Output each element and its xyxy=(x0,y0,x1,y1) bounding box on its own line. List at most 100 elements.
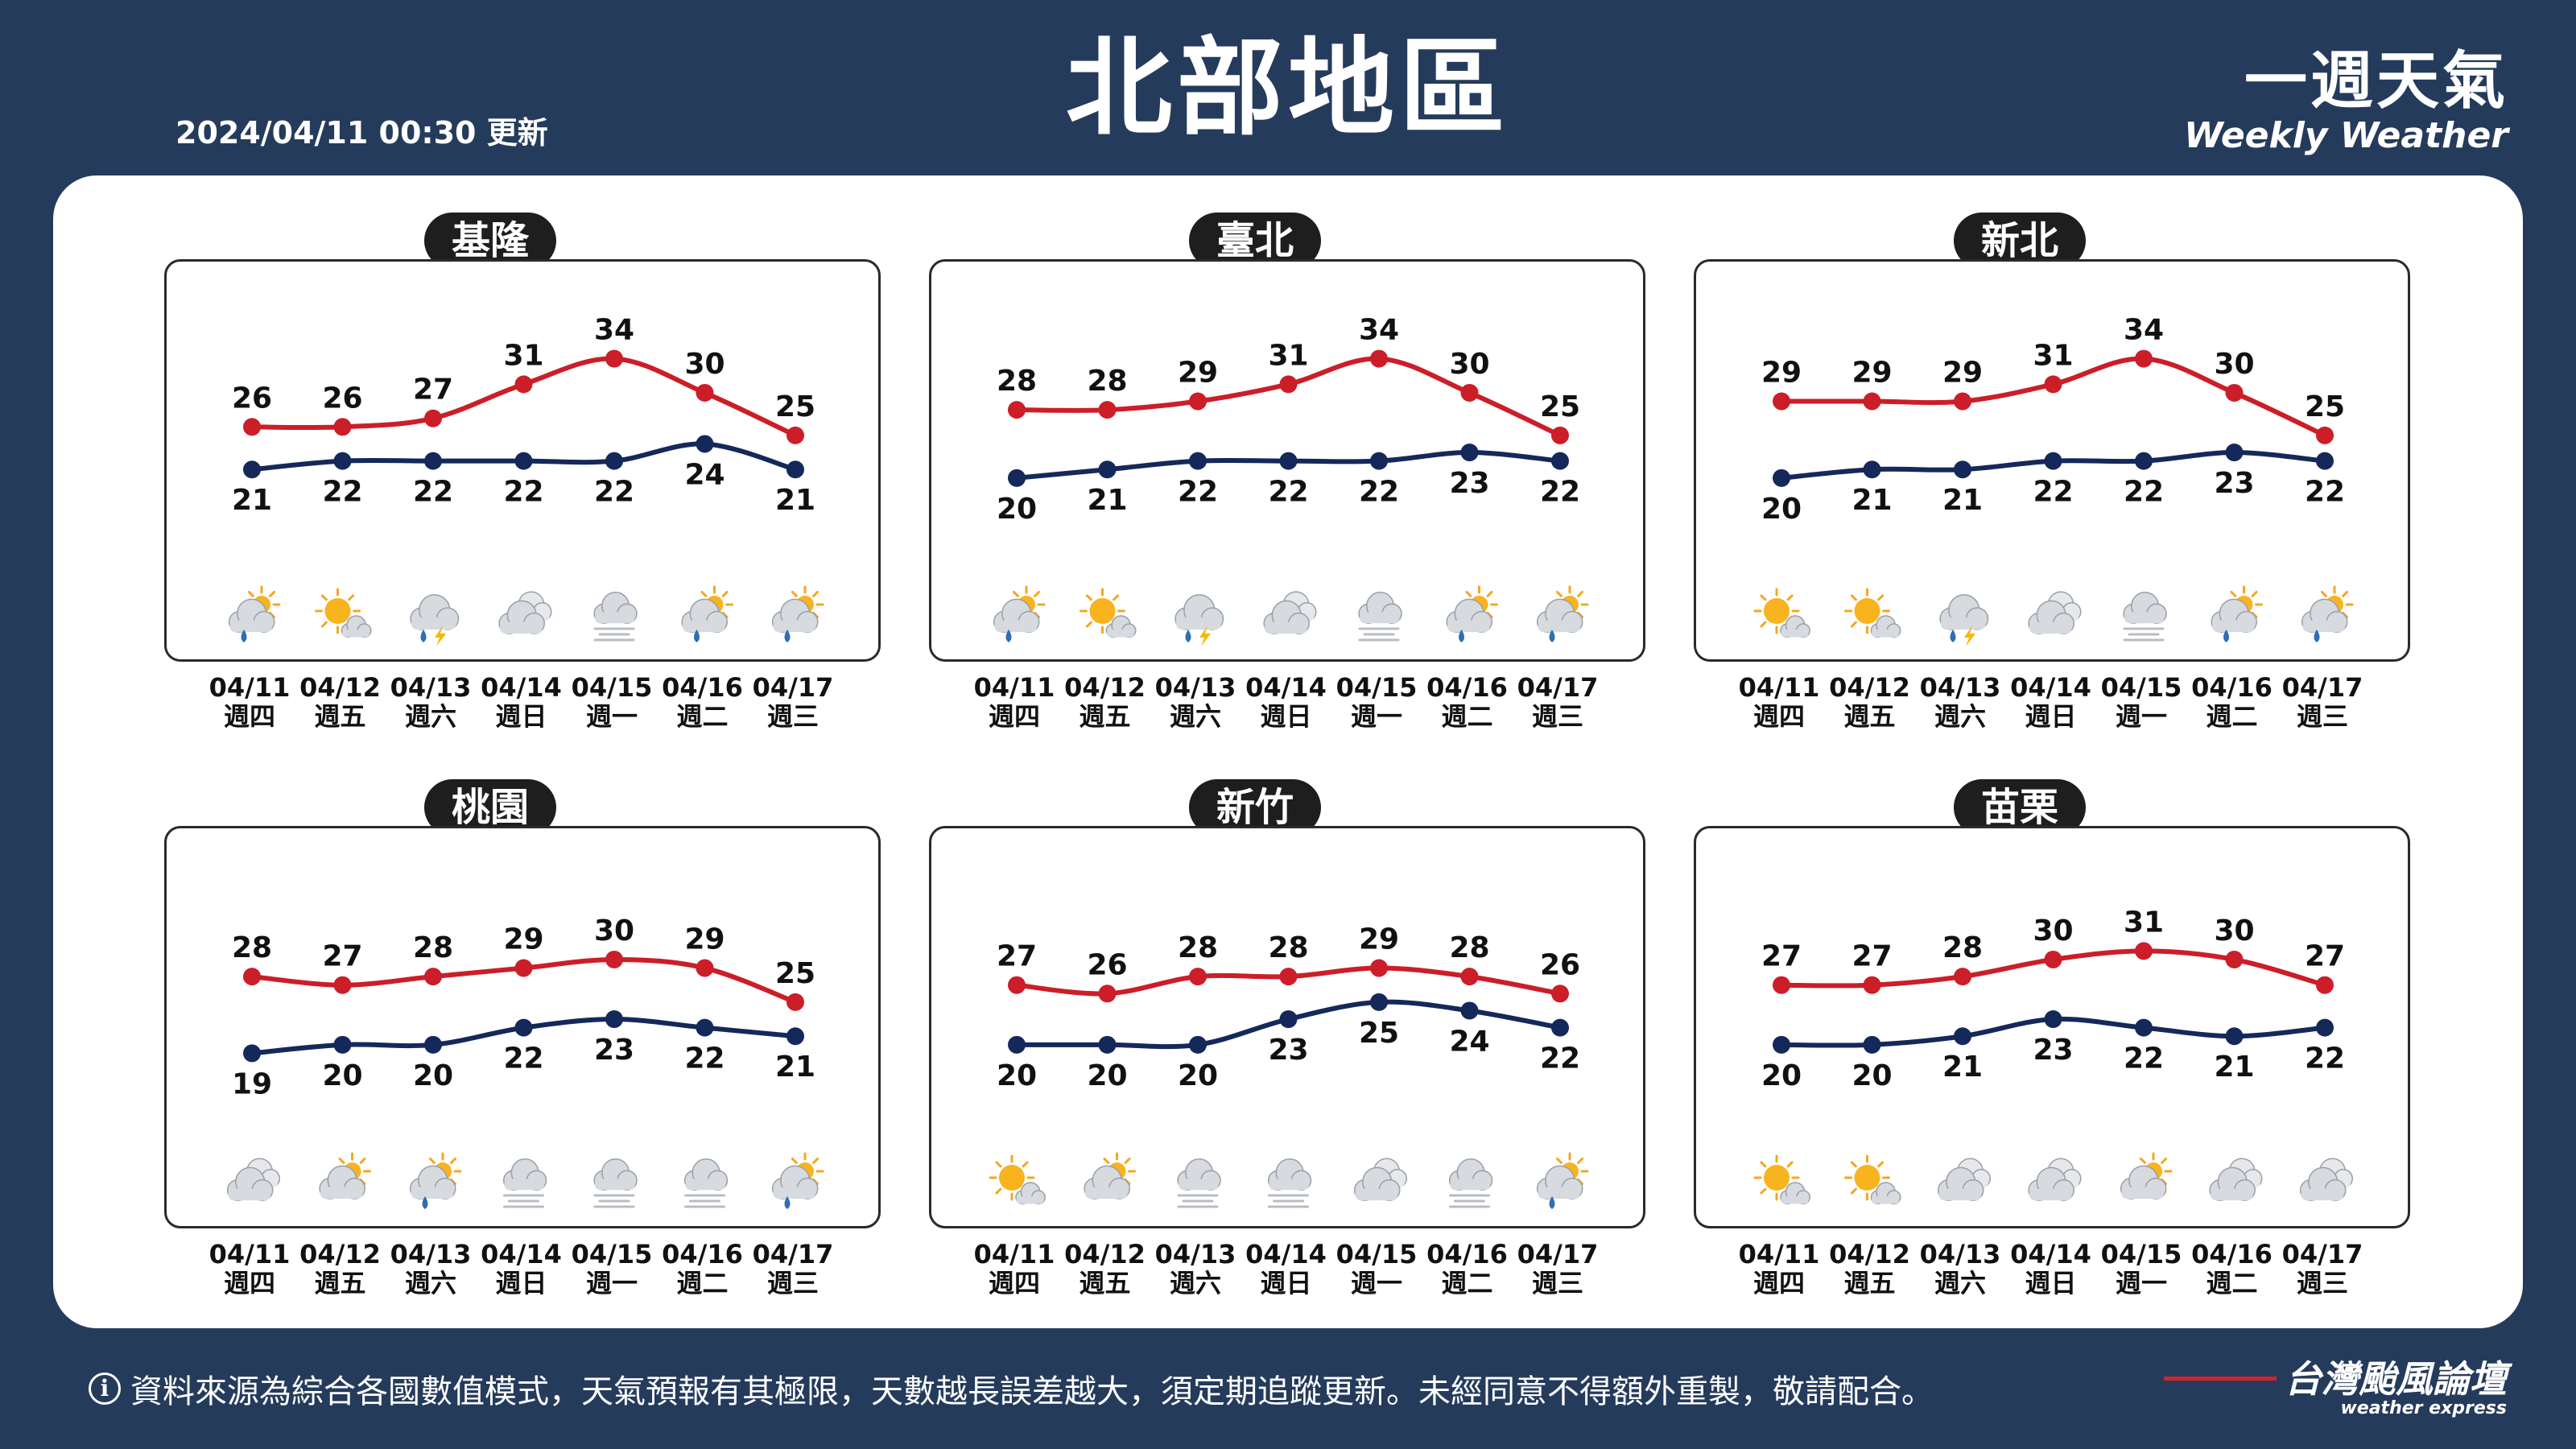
weekday-text: 週日 xyxy=(495,701,547,732)
date-text: 04/15 xyxy=(2100,672,2182,703)
low-temp-label: 19 xyxy=(232,1067,272,1100)
sun-cloud-icon xyxy=(1080,588,1137,638)
temperature-chart: 26 26 27 31 34 30 25 21 22 22 22 22 24 21 xyxy=(228,314,824,646)
date-label: 04/13 週六 xyxy=(386,673,475,731)
low-temp-point xyxy=(333,1035,352,1054)
low-temp-point xyxy=(1954,460,1971,479)
date-label: 04/16 週二 xyxy=(1423,673,1512,731)
date-text: 04/15 xyxy=(571,1239,653,1269)
date-text: 04/14 xyxy=(481,1239,562,1269)
high-temp-point xyxy=(1954,968,1971,986)
high-temp-point xyxy=(2044,375,2062,394)
low-temp-point xyxy=(1279,1010,1298,1029)
low-temp-point xyxy=(1279,452,1298,470)
low-temp-label: 22 xyxy=(1540,1042,1580,1075)
low-temp-point xyxy=(1460,444,1479,462)
update-timestamp: 2024/04/11 00:30 更新 xyxy=(175,115,548,151)
date-text: 04/16 xyxy=(662,672,743,703)
footer-note: i 資料來源為綜合各國數值模式，天氣預報有其極限，天數越長誤差越大，須定期追蹤更… xyxy=(89,1365,1934,1412)
high-temp-label: 34 xyxy=(1359,314,1399,347)
date-label: 04/11 週四 xyxy=(970,673,1059,731)
high-temp-label: 27 xyxy=(1761,940,1802,973)
date-text: 04/14 xyxy=(2010,1239,2091,1269)
low-temp-label: 22 xyxy=(503,476,543,509)
date-label: 04/12 週五 xyxy=(296,673,385,731)
high-temp-point xyxy=(514,959,533,977)
date-text: 04/13 xyxy=(390,672,472,703)
partly-cloudy-rain-icon xyxy=(681,585,733,642)
weekday-text: 週三 xyxy=(2296,1268,2348,1298)
low-temp-label: 20 xyxy=(1761,493,1802,526)
thunder-rain-icon xyxy=(1174,594,1224,646)
date-text: 04/13 xyxy=(1919,672,2001,703)
high-temp-label: 29 xyxy=(1359,923,1399,956)
date-text: 04/16 xyxy=(662,1239,743,1269)
weekday-text: 週六 xyxy=(1169,701,1221,732)
high-temp-label: 27 xyxy=(322,940,362,973)
sun-cloud-icon xyxy=(1844,588,1901,638)
weekday-text: 週六 xyxy=(404,1268,456,1298)
date-label: 04/12 週五 xyxy=(1826,673,1914,731)
high-temp-label: 25 xyxy=(775,957,815,990)
high-temp-label: 30 xyxy=(1449,348,1489,381)
partly-cloudy-rain-icon xyxy=(1446,585,1498,642)
date-label: 04/11 週四 xyxy=(1735,1240,1823,1298)
weekday-text: 週四 xyxy=(1752,1268,1805,1298)
high-temp-label: 26 xyxy=(322,382,362,415)
weekday-text: 週一 xyxy=(585,701,638,732)
partly-cloudy-rain-icon xyxy=(771,1152,824,1209)
high-temp-point xyxy=(1863,392,1881,411)
high-temp-label: 27 xyxy=(2305,940,2345,973)
low-temp-label: 22 xyxy=(413,476,453,509)
weekday-text: 週四 xyxy=(988,701,1040,732)
high-temp-point xyxy=(1008,976,1026,994)
low-temp-label: 21 xyxy=(1852,484,1892,517)
low-temp-point xyxy=(2225,1027,2244,1046)
date-text: 04/16 xyxy=(1426,672,1508,703)
date-text: 04/16 xyxy=(1426,1239,1508,1269)
date-label: 04/13 週六 xyxy=(1916,1240,2004,1298)
cloudy-icon xyxy=(226,1158,280,1201)
high-temp-point xyxy=(333,418,352,436)
low-temp-point xyxy=(424,1035,442,1054)
low-temp-point xyxy=(1370,452,1388,470)
low-temp-point xyxy=(2135,452,2153,470)
high-temp-label: 27 xyxy=(997,940,1037,973)
fog-icon xyxy=(2123,592,2167,642)
date-label: 04/16 週二 xyxy=(2188,1240,2277,1298)
date-label: 04/17 週三 xyxy=(2278,673,2367,731)
weekday-text: 週日 xyxy=(1260,1268,1312,1298)
low-temp-point xyxy=(243,1044,261,1063)
cloudy-icon xyxy=(498,591,552,634)
high-temp-label: 31 xyxy=(503,339,543,372)
high-temp-point xyxy=(2135,942,2153,960)
high-temp-label: 26 xyxy=(1540,948,1580,981)
date-text: 04/12 xyxy=(299,1239,381,1269)
weekday-text: 週三 xyxy=(1531,701,1583,732)
date-text: 04/17 xyxy=(752,1239,834,1269)
info-icon: i xyxy=(89,1373,121,1405)
low-temp-point xyxy=(1008,469,1026,487)
fog-icon xyxy=(1448,1158,1493,1208)
low-temp-label: 22 xyxy=(503,1042,543,1075)
date-label: 04/12 週五 xyxy=(1061,673,1150,731)
weekday-text: 週四 xyxy=(1752,701,1805,732)
high-temp-label: 30 xyxy=(594,914,634,947)
fog-icon xyxy=(683,1158,729,1208)
low-temp-label: 21 xyxy=(1942,484,1983,517)
low-temp-label: 22 xyxy=(2124,476,2164,509)
low-temp-point xyxy=(514,1018,533,1037)
date-label: 04/11 週四 xyxy=(1735,673,1823,731)
weekday-text: 週二 xyxy=(1441,701,1493,732)
low-temp-label: 23 xyxy=(1268,1034,1308,1067)
high-temp-label: 29 xyxy=(1178,357,1218,390)
high-temp-label: 25 xyxy=(2305,390,2345,423)
cloudy-icon xyxy=(2209,1158,2263,1201)
low-temp-point xyxy=(1189,452,1207,470)
fog-icon xyxy=(593,1158,638,1208)
high-temp-point xyxy=(2044,950,2062,968)
high-temp-point xyxy=(786,993,804,1011)
date-label: 04/11 週四 xyxy=(970,1240,1059,1298)
weekday-text: 週二 xyxy=(676,701,729,732)
date-text: 04/12 xyxy=(1064,672,1146,703)
